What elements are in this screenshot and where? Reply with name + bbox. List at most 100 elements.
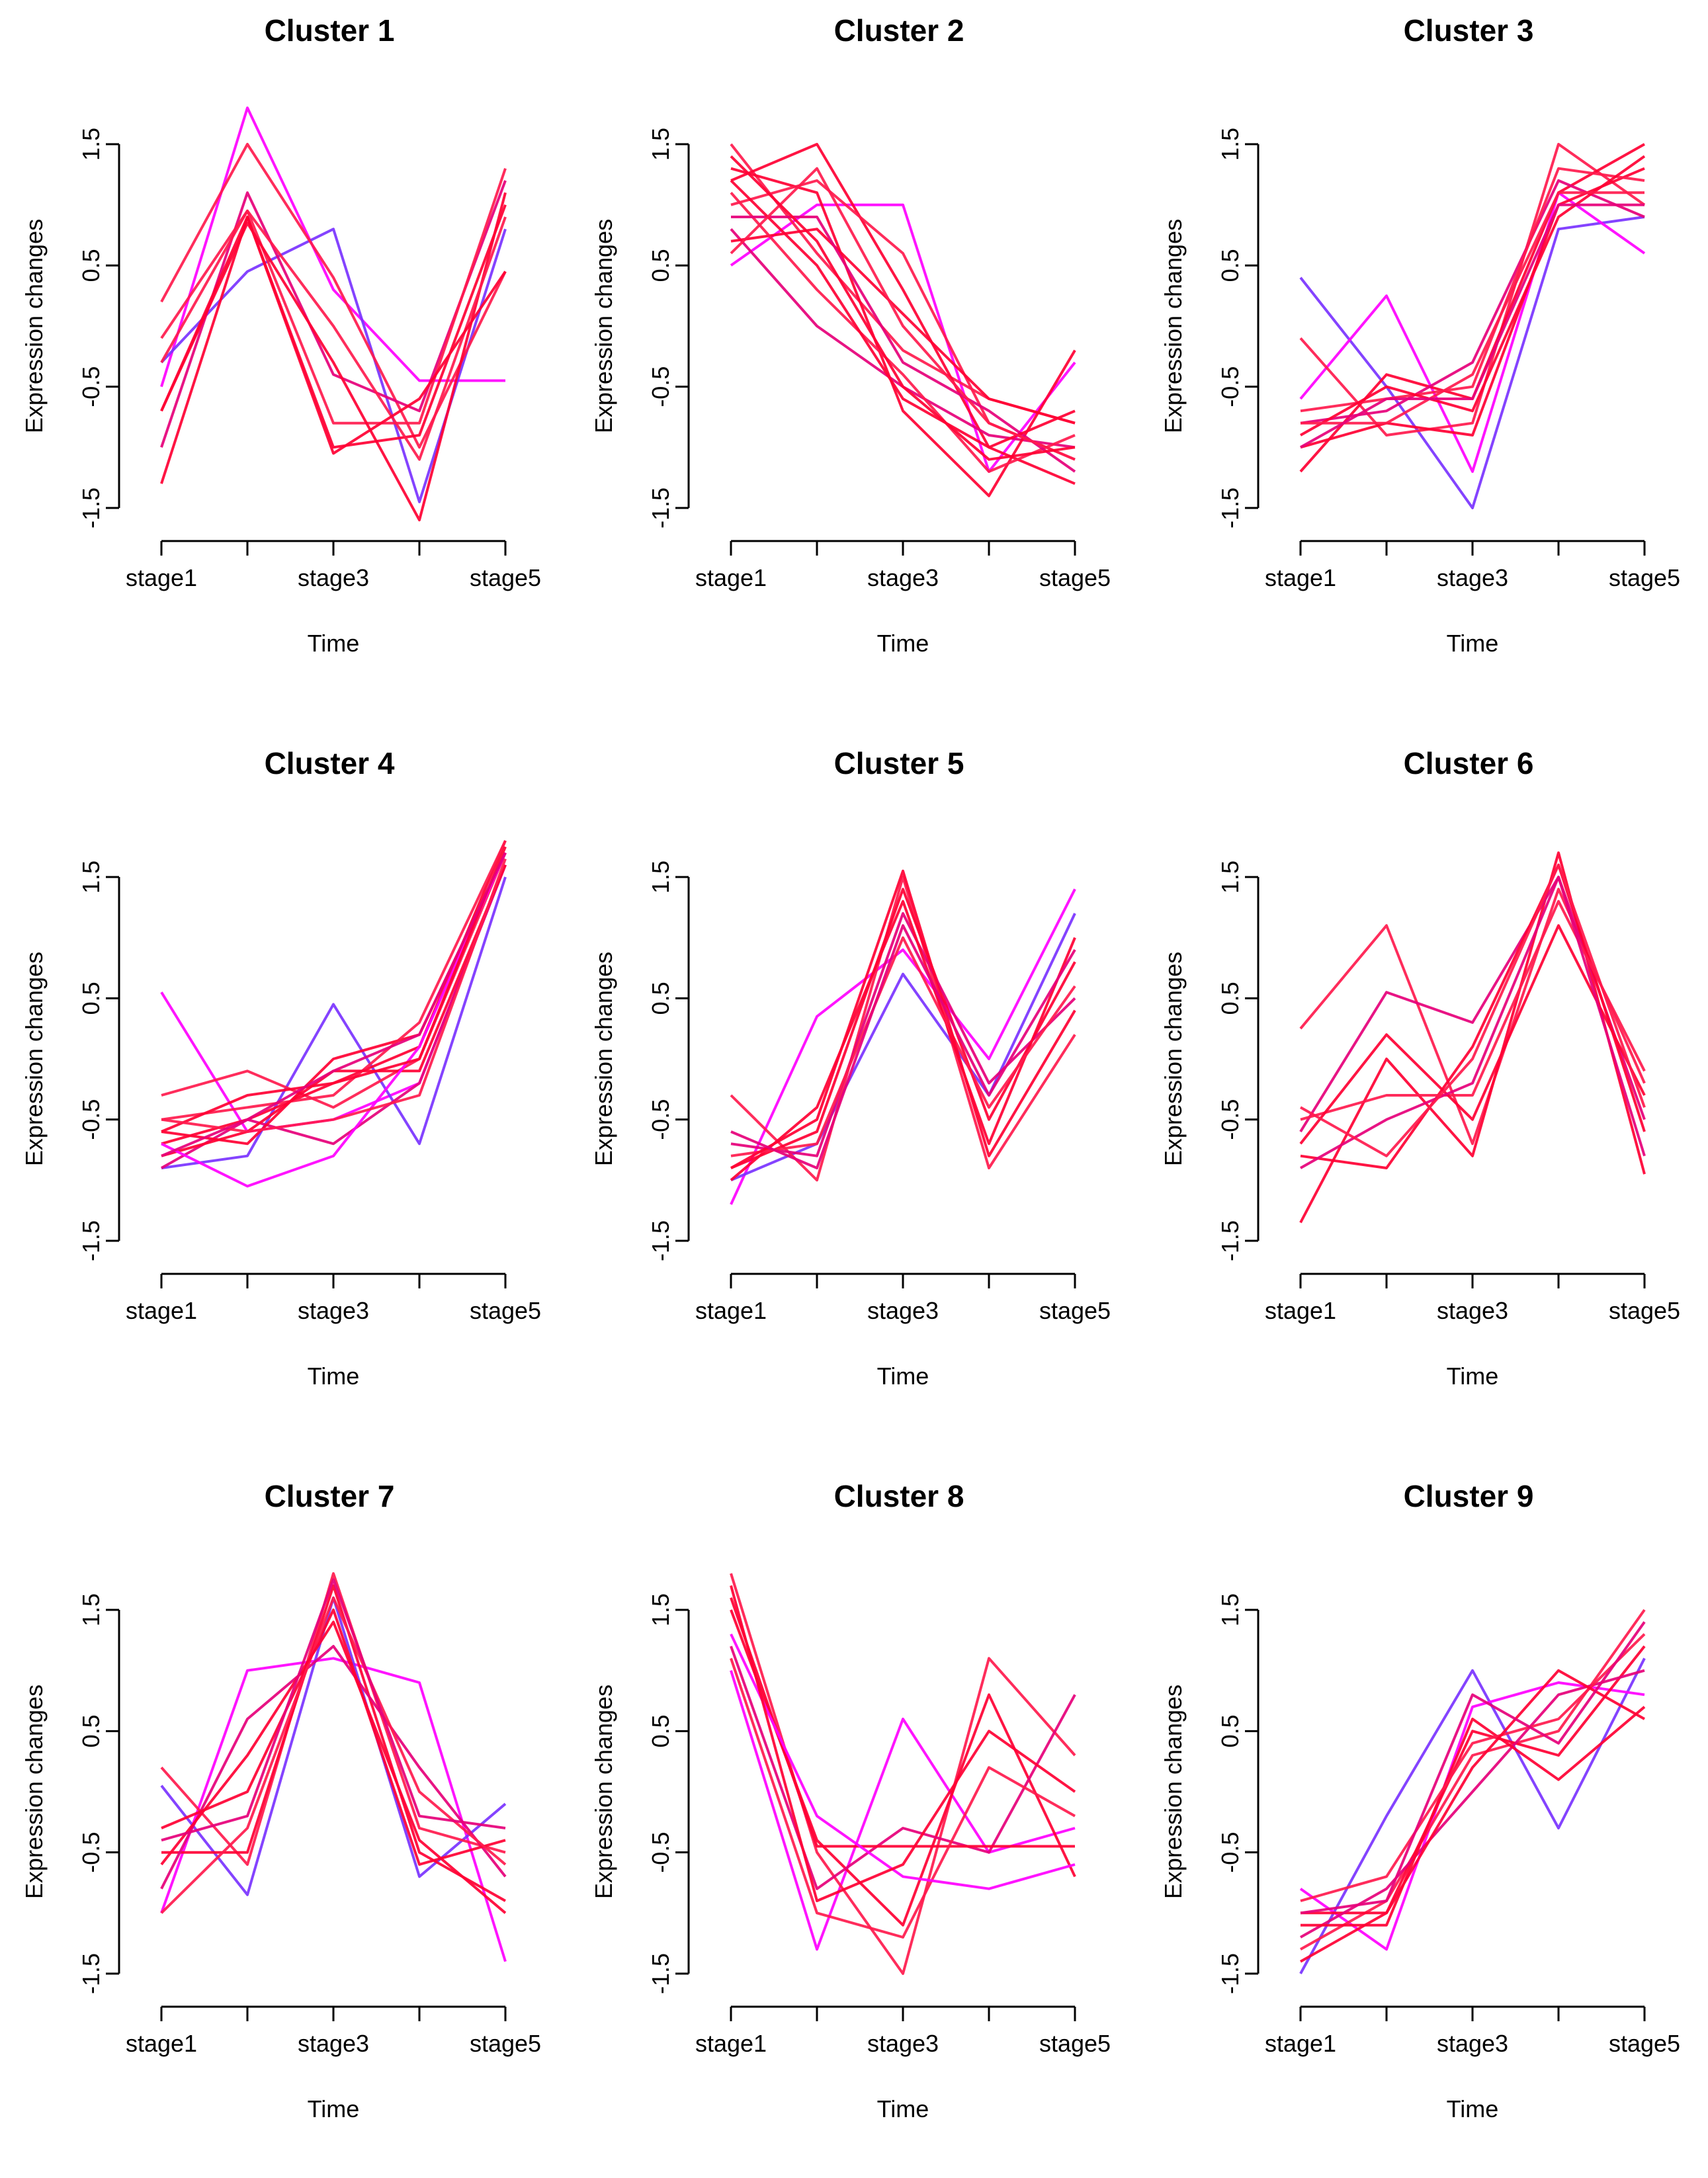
- panel-title: Cluster 5: [834, 746, 964, 780]
- series-line-3: [160, 143, 507, 449]
- x-axis-label: Time: [308, 630, 360, 657]
- cluster-panel-1: Cluster 1 -1.5 -0.5 0.5 1.5 Expression change…: [21, 13, 541, 657]
- series-line-2: [730, 143, 1076, 425]
- series-line-9: [161, 852, 507, 1188]
- y-tick-label: 0.5: [1217, 249, 1244, 282]
- series-line-6: [730, 900, 1076, 1181]
- x-axis-label: Time: [877, 630, 929, 657]
- cluster-panel-7: Cluster 7 -1.5 -0.5 0.5 1.5 Expression change…: [21, 1479, 541, 2122]
- series-line-8: [1300, 155, 1646, 437]
- y-tick-label: -1.5: [647, 1953, 674, 1994]
- cluster-panel-4: Cluster 4 -1.5 -0.5 0.5 1.5 Expression change…: [21, 746, 541, 1390]
- series-line-1: [1299, 216, 1645, 509]
- series-line-3: [1299, 143, 1646, 437]
- cluster-panel-5: Cluster 5 -1.5 -0.5 0.5 1.5 Expression change…: [590, 746, 1111, 1390]
- cluster-panel-8: Cluster 8 -1.5 -0.5 0.5 1.5 Expression change…: [590, 1479, 1111, 2122]
- x-tick-label: stage5: [470, 2030, 541, 2057]
- series-line-4: [730, 888, 1076, 1169]
- series-line-3: [160, 1572, 506, 1866]
- series-line-2: [161, 876, 507, 1169]
- series-line-1: [1299, 1657, 1646, 1974]
- y-axis-label: Expression changes: [1160, 952, 1187, 1166]
- cluster-panel-3: Cluster 3 -1.5 -0.5 0.5 1.5 Expression change…: [1160, 13, 1680, 657]
- series-line-5: [161, 864, 507, 1169]
- series-line-4: [161, 1584, 506, 1902]
- series-line-6: [730, 1657, 1076, 1939]
- y-tick-label: 1.5: [77, 1593, 105, 1626]
- series-line-8: [730, 1585, 1076, 1902]
- series-line-1: [160, 1657, 507, 1962]
- y-axis-label: Expression changes: [21, 1685, 48, 1899]
- y-tick-label: 1.5: [647, 860, 674, 894]
- y-tick-label: 0.5: [1217, 982, 1244, 1015]
- y-axis-label: Expression changes: [590, 1685, 617, 1899]
- x-tick-label: stage3: [298, 564, 369, 591]
- y-tick-label: 1.5: [1217, 1593, 1244, 1626]
- x-tick-label: stage1: [1265, 2030, 1336, 2057]
- series-line-6: [161, 1609, 506, 1866]
- y-tick-label: -1.5: [77, 1220, 105, 1261]
- y-tick-label: -1.5: [1217, 1953, 1244, 1994]
- y-tick-label: -1.5: [77, 487, 105, 528]
- y-tick-label: -0.5: [77, 366, 105, 407]
- series-line-2: [160, 1596, 507, 1896]
- series-line-9: [1301, 191, 1644, 425]
- y-tick-label: -1.5: [1217, 487, 1244, 528]
- x-tick-label: stage5: [1039, 2030, 1111, 2057]
- series-line-7: [160, 192, 507, 522]
- series-line-11: [161, 858, 507, 1133]
- panel-title: Cluster 3: [1404, 13, 1534, 48]
- series-line-5: [730, 912, 1076, 1157]
- x-tick-label: stage1: [695, 1297, 767, 1324]
- y-tick-label: -1.5: [77, 1953, 105, 1994]
- x-tick-label: stage3: [298, 1297, 369, 1324]
- y-tick-label: 0.5: [77, 982, 105, 1015]
- x-axis-label: Time: [1447, 1362, 1499, 1390]
- y-tick-label: 0.5: [647, 1714, 674, 1747]
- series-line-4: [730, 228, 1076, 449]
- y-tick-label: 0.5: [647, 982, 674, 1015]
- y-axis-label: Expression changes: [21, 219, 48, 433]
- panel-title: Cluster 9: [1404, 1479, 1534, 1513]
- series-line-9: [161, 1578, 506, 1842]
- y-axis-label: Expression changes: [1160, 1685, 1187, 1899]
- series-line-4: [1301, 1645, 1646, 1915]
- y-tick-label: -1.5: [647, 487, 674, 528]
- series-line-5: [730, 167, 1076, 497]
- series-line-8: [1300, 863, 1646, 1157]
- panel-title: Cluster 4: [265, 746, 395, 780]
- y-tick-label: 1.5: [647, 1593, 674, 1626]
- x-tick-label: stage1: [1265, 564, 1336, 591]
- x-tick-label: stage3: [1437, 564, 1508, 591]
- y-tick-label: 0.5: [77, 1714, 105, 1747]
- series-line-1: [730, 1670, 1076, 1951]
- series-line-4: [161, 840, 507, 1146]
- x-tick-label: stage3: [867, 564, 939, 591]
- series-line-12: [730, 155, 1076, 461]
- cluster-panel-6: Cluster 6 -1.5 -0.5 0.5 1.5 Expression change…: [1160, 746, 1680, 1390]
- x-tick-label: stage1: [126, 2030, 197, 2057]
- x-tick-label: stage5: [1609, 564, 1680, 591]
- y-axis-label: Expression changes: [21, 952, 48, 1166]
- series-line-9: [1300, 1621, 1646, 1915]
- cluster-panel-2: Cluster 2 -1.5 -0.5 0.5 1.5 Expression change…: [590, 13, 1111, 657]
- series-line-7: [730, 936, 1076, 1157]
- x-axis-label: Time: [308, 1362, 360, 1390]
- x-tick-label: stage3: [1437, 1297, 1508, 1324]
- x-tick-label: stage1: [695, 564, 767, 591]
- y-tick-label: -0.5: [647, 1099, 674, 1140]
- series-line-6: [160, 168, 507, 425]
- cluster-panel-9: Cluster 9 -1.5 -0.5 0.5 1.5 Expression change…: [1160, 1479, 1680, 2122]
- y-tick-label: 1.5: [77, 128, 105, 161]
- series-line-6: [730, 179, 1076, 461]
- series-line-8: [1300, 1669, 1645, 1963]
- series-line-8: [730, 191, 1076, 473]
- x-axis-label: Time: [1447, 630, 1499, 657]
- y-tick-label: 1.5: [1217, 860, 1244, 894]
- x-tick-label: stage1: [126, 564, 197, 591]
- series-line-12: [161, 852, 507, 1157]
- y-tick-label: 0.5: [77, 249, 105, 282]
- y-tick-label: 1.5: [77, 860, 105, 894]
- series-line-1: [730, 888, 1076, 1205]
